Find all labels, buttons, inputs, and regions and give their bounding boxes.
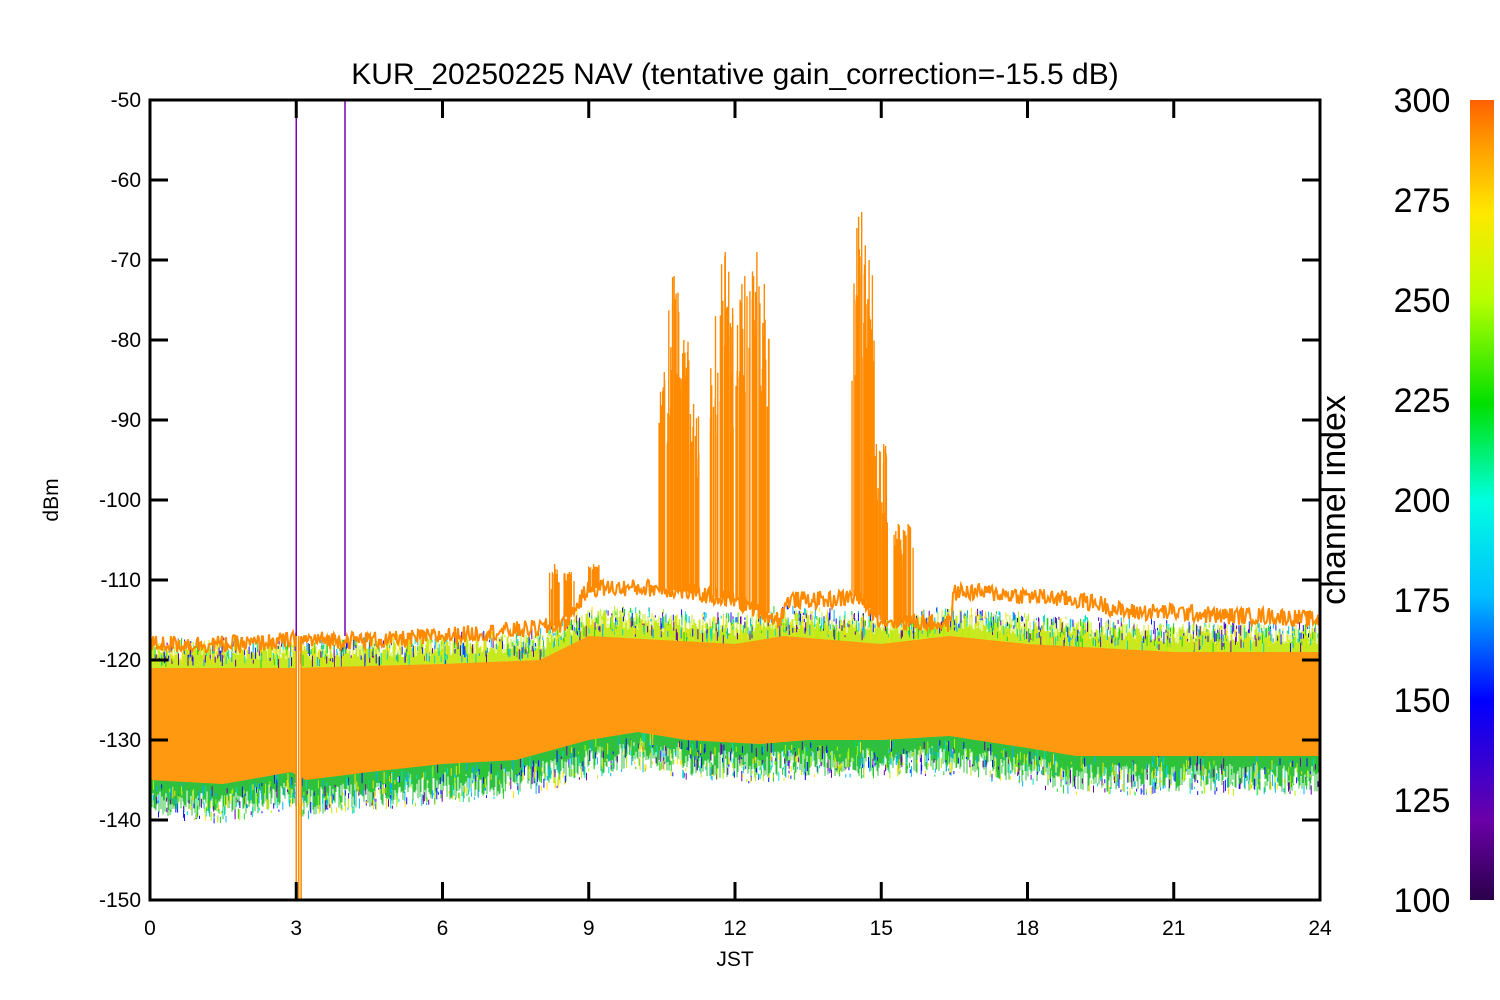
x-tick-label: 9 xyxy=(583,917,595,940)
interference-spike xyxy=(719,252,732,599)
noise-band xyxy=(150,605,1320,824)
noise-band-core xyxy=(150,636,1320,784)
y-tick-label: -90 xyxy=(111,409,141,432)
x-axis: 0 3 6 9 12 15 18 21 24 xyxy=(144,100,1332,940)
interference-spike xyxy=(758,284,770,614)
colorbar-tick-label: 225 xyxy=(1394,382,1451,420)
interference-spike xyxy=(668,276,680,590)
interference-spike xyxy=(679,340,690,592)
y-tick-label: -140 xyxy=(99,809,141,832)
colorbar-tick-label: 250 xyxy=(1394,282,1451,320)
interference-spike xyxy=(688,404,700,594)
y-axis-label: dBm xyxy=(40,478,63,521)
x-tick-label: 6 xyxy=(437,917,449,940)
dropout-gap xyxy=(295,628,300,900)
x-axis-label: JST xyxy=(716,948,754,971)
x-tick-label: 0 xyxy=(144,917,156,940)
series-layer xyxy=(150,100,1320,900)
interference-spike xyxy=(855,212,868,601)
x-tick-label: 18 xyxy=(1016,917,1039,940)
colorbar-label: channel index xyxy=(1315,395,1353,605)
colorbar-tick-label: 125 xyxy=(1394,782,1451,820)
y-tick-label: -60 xyxy=(111,169,141,192)
interference-spike xyxy=(902,524,914,622)
colorbar-tick-label: 275 xyxy=(1394,182,1451,220)
y-tick-label: -50 xyxy=(111,89,141,112)
plot-area xyxy=(150,100,1320,900)
colorbar-tick-label: 100 xyxy=(1394,882,1451,920)
chart-title: KUR_20250225 NAV (tentative gain_correct… xyxy=(351,58,1118,91)
colorbar-tick-label: 150 xyxy=(1394,682,1451,720)
interference-spike xyxy=(658,372,670,589)
colorbar-tick-label: 300 xyxy=(1394,82,1451,120)
x-tick-label: 3 xyxy=(290,917,302,940)
x-tick-label: 21 xyxy=(1162,917,1185,940)
interference-spike xyxy=(879,444,888,621)
y-tick-label: -70 xyxy=(111,249,141,272)
interference-spike xyxy=(729,308,739,600)
colorbar-tick-label: 175 xyxy=(1394,582,1451,620)
colorbar xyxy=(1470,100,1494,900)
y-tick-label: -100 xyxy=(99,489,141,512)
interference-spike xyxy=(563,572,575,617)
series-channel-300-baseline xyxy=(150,577,1320,654)
x-tick-label: 15 xyxy=(870,917,893,940)
y-tick-label: -130 xyxy=(99,729,141,752)
interference-spike xyxy=(738,276,751,605)
interference-spike xyxy=(548,564,560,626)
interference-spike xyxy=(709,316,722,597)
interference-spike xyxy=(893,524,905,621)
interference-spike xyxy=(588,564,600,588)
y-tick-label: -120 xyxy=(99,649,141,672)
y-tick-label: -80 xyxy=(111,329,141,352)
x-tick-label: 12 xyxy=(723,917,746,940)
y-tick-label: -150 xyxy=(99,889,141,912)
x-tick-label: 24 xyxy=(1308,917,1332,940)
y-axis: -50 -60 -70 -80 -90 -100 -110 -120 -130 -140 -150 xyxy=(99,89,1320,912)
y-tick-label: -110 xyxy=(101,569,141,592)
colorbar-ticks: 100 125 150 175 200 225 250 275 300 xyxy=(1394,82,1451,920)
colorbar-tick-label: 200 xyxy=(1394,482,1451,520)
